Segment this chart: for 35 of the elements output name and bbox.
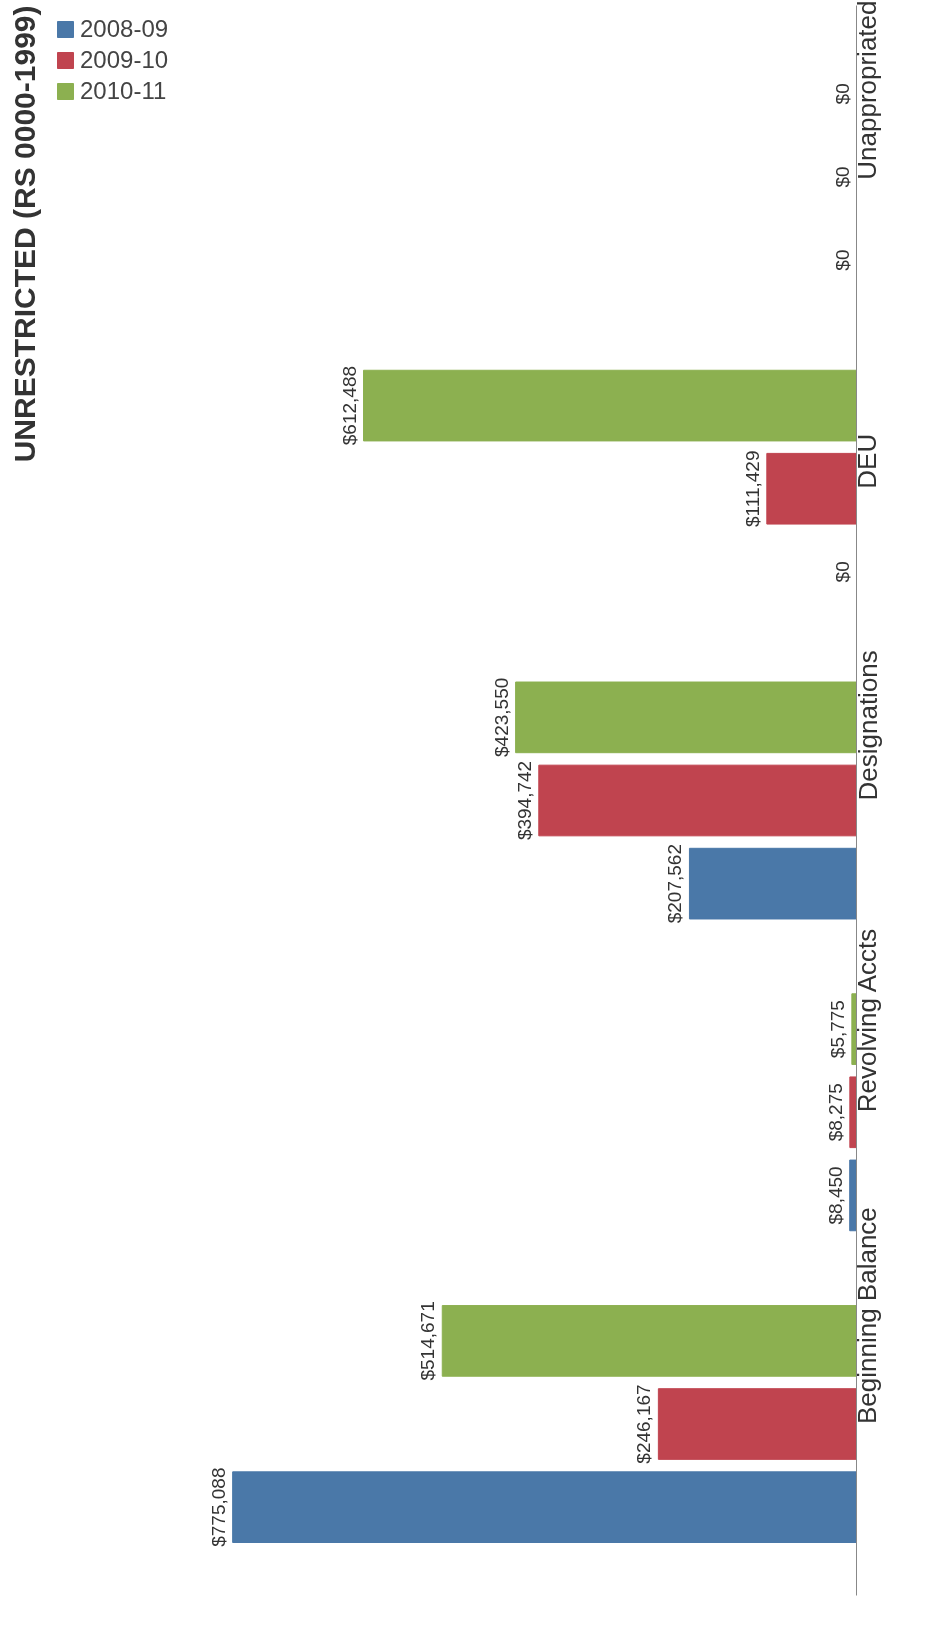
bar (363, 369, 857, 442)
bar (688, 847, 857, 920)
data-label: $0 (831, 249, 853, 271)
bar (657, 1388, 857, 1460)
data-label: $8,275 (824, 1083, 846, 1142)
bar (849, 1076, 857, 1149)
y-tick-label: DEU (852, 433, 883, 489)
data-label: $5,775 (826, 1000, 848, 1059)
bar (851, 993, 857, 1065)
bar (538, 764, 857, 837)
y-tick-label: Designations (852, 650, 883, 801)
data-label: $612,488 (338, 365, 360, 446)
data-label: $0 (831, 83, 853, 105)
data-label: $111,429 (741, 450, 763, 527)
data-label: $8,450 (824, 1166, 846, 1225)
bar (232, 1471, 857, 1543)
text: UNRESTRICTED (RS 0000-1999) (7, 5, 41, 463)
legend-label: 2010-11 (80, 77, 167, 105)
bar (766, 452, 857, 525)
legend-label: 2008-09 (80, 15, 169, 43)
data-label: $514,671 (417, 1301, 439, 1381)
data-label: $0 (831, 561, 853, 583)
data-label: $0 (831, 166, 853, 188)
legend-label: 2009-10 (80, 46, 169, 74)
y-tick-label: Revolving Accts (852, 928, 883, 1113)
data-label: $246,167 (633, 1384, 655, 1464)
bar (515, 681, 857, 754)
bar (849, 1159, 857, 1232)
y-tick-label: Beginning Balance (852, 1207, 883, 1425)
bar (441, 1305, 857, 1377)
data-label: $423,550 (490, 677, 512, 757)
data-label: $207,562 (664, 844, 686, 924)
data-label: $775,088 (207, 1467, 229, 1547)
data-label: $394,742 (513, 760, 535, 841)
y-tick-label: Unappropriated (852, 0, 883, 180)
